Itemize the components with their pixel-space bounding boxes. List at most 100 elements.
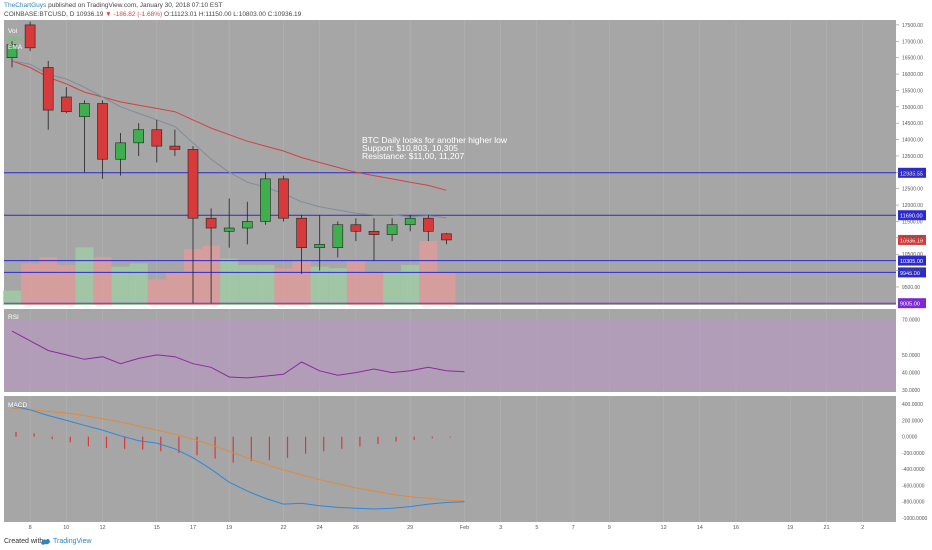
candle-body [187,149,199,219]
price-panel [4,20,896,305]
chart-footer: Created with TradingView [0,535,932,550]
price-level-tag [898,255,926,266]
volume-bar [147,279,166,305]
publish-line: TheChartGuys published on TradingView.co… [4,2,223,9]
candle-body [332,224,344,248]
time-label: 16 [733,525,739,531]
price-tick-label: 16500.00 [902,56,923,62]
ema-long-line [11,60,447,191]
candle-body [97,103,108,160]
price-level-label: 12985.55 [900,171,923,177]
price-tick-label: 10500.00 [902,252,923,258]
tradingview-brand[interactable]: TradingView [53,538,92,545]
macd-tick-label: -800.0000 [902,500,925,506]
time-label: 21 [823,525,829,531]
candle-body [278,178,289,219]
rsi-tick-label: 70.0000 [902,318,920,324]
candle-body [242,221,253,229]
price-tick-label: 14500.00 [902,121,923,127]
rsi-line-group [11,330,465,379]
candle-body [296,217,307,248]
macd-lines [11,405,465,510]
rsi-tick-label: 50.0000 [902,353,920,359]
price-tick-label: 14000.00 [902,138,923,144]
created-with-label: Created with [4,538,44,545]
time-label: 5 [535,525,538,531]
price-tick-label: 12000.00 [902,203,923,209]
time-axis: 8 10 12 15 17 19 22 24 26 29 Feb 3 5 7 9 12 14 16 19 21 2 [29,525,865,531]
price-tick-label: 15500.00 [902,88,923,94]
time-label: 3 [499,525,502,531]
annotation-resistance: Resistance: $11,00, 11,207 [362,151,465,161]
macd-panel [4,396,896,522]
price-tick-label: 12500.00 [902,187,923,193]
down-arrow-icon: ▼ [105,11,112,18]
volume-bar [2,290,22,305]
time-label: 15 [154,525,160,531]
macd-tick-label: 200.0000 [902,418,923,424]
rsi-tick-label: 30.0000 [902,388,920,394]
volume-bar [437,273,456,305]
ema-lines [11,60,447,219]
time-label: 24 [317,525,323,531]
volume-bar [238,265,257,305]
volume-bar [57,265,76,305]
time-label: 8 [29,525,32,531]
price-level-tag [898,267,926,278]
chart-annotation[interactable]: BTC Daily looks for another higher low S… [362,135,508,161]
candle-body [205,217,217,229]
symbol-info: COINBASE:BTCUSD, D 10936.19 [4,11,104,18]
time-label: 10 [63,525,69,531]
volume-bar [165,271,184,305]
candle-body [368,230,380,235]
price-tick-label: 13000.00 [902,170,923,176]
volume-bar [256,265,275,305]
candle-body [79,103,90,117]
candle-body [223,227,235,232]
annotation-support: Support: $10,803, 10,305 [362,143,458,153]
candle-body [133,129,144,144]
rsi-line [11,330,465,379]
volume-bar [21,263,40,305]
price-tick-label: 11500.00 [902,219,923,225]
macd-tick-label: -400.0000 [902,467,925,473]
volume-bar [39,257,58,305]
time-label: 2 [861,525,864,531]
chart-canvas[interactable]: 12985.55 11690.00 10305.00 9945.00 9005.00 10… [0,20,932,535]
volume-bar [75,247,94,305]
author-name[interactable]: TheChartGuys [4,2,47,9]
legend-ema-long: EMA [8,44,23,51]
rsi-band [4,319,896,391]
time-label: 12 [99,525,105,531]
time-label: 14 [697,525,703,531]
macd-title: MACD [8,402,27,409]
chart-header: TheChartGuys published on TradingView.co… [0,0,932,20]
volume-bar [401,265,420,305]
legend-vol: Vol [8,28,18,35]
candle-body [169,145,181,150]
price-level-label: 10305.00 [900,259,923,265]
time-label: 19 [226,525,232,531]
price-change: -186.82 (-1.68%) [113,11,163,18]
candle-body [115,142,126,160]
price-level-label: 9005.00 [900,302,920,308]
tradingview-logo-icon[interactable] [40,536,51,549]
symbol-line: COINBASE:BTCUSD, D 10936.19 ▼ -186.82 (-… [4,11,301,18]
volume-bar [383,271,402,305]
price-level-tag [898,298,926,309]
volume-bar [220,258,239,305]
macd-tick-label: -200.0000 [902,451,925,457]
candle-body [386,224,398,235]
volume-bar [419,241,438,305]
candlesticks [6,21,452,304]
rsi-tick-label: 40.0000 [902,371,920,377]
candle-body [441,233,452,241]
candle-body [260,178,271,222]
candle-body [60,96,72,113]
time-label: 19 [787,525,793,531]
rsi-title: RSI [8,314,19,321]
horizontal-levels[interactable]: 12985.55 11690.00 10305.00 9945.00 9005.00 10… [4,167,926,309]
price-level-label: 9945.00 [900,271,920,277]
price-tick-label: 16000.00 [902,72,923,78]
price-tick-label: 17500.00 [902,23,923,29]
